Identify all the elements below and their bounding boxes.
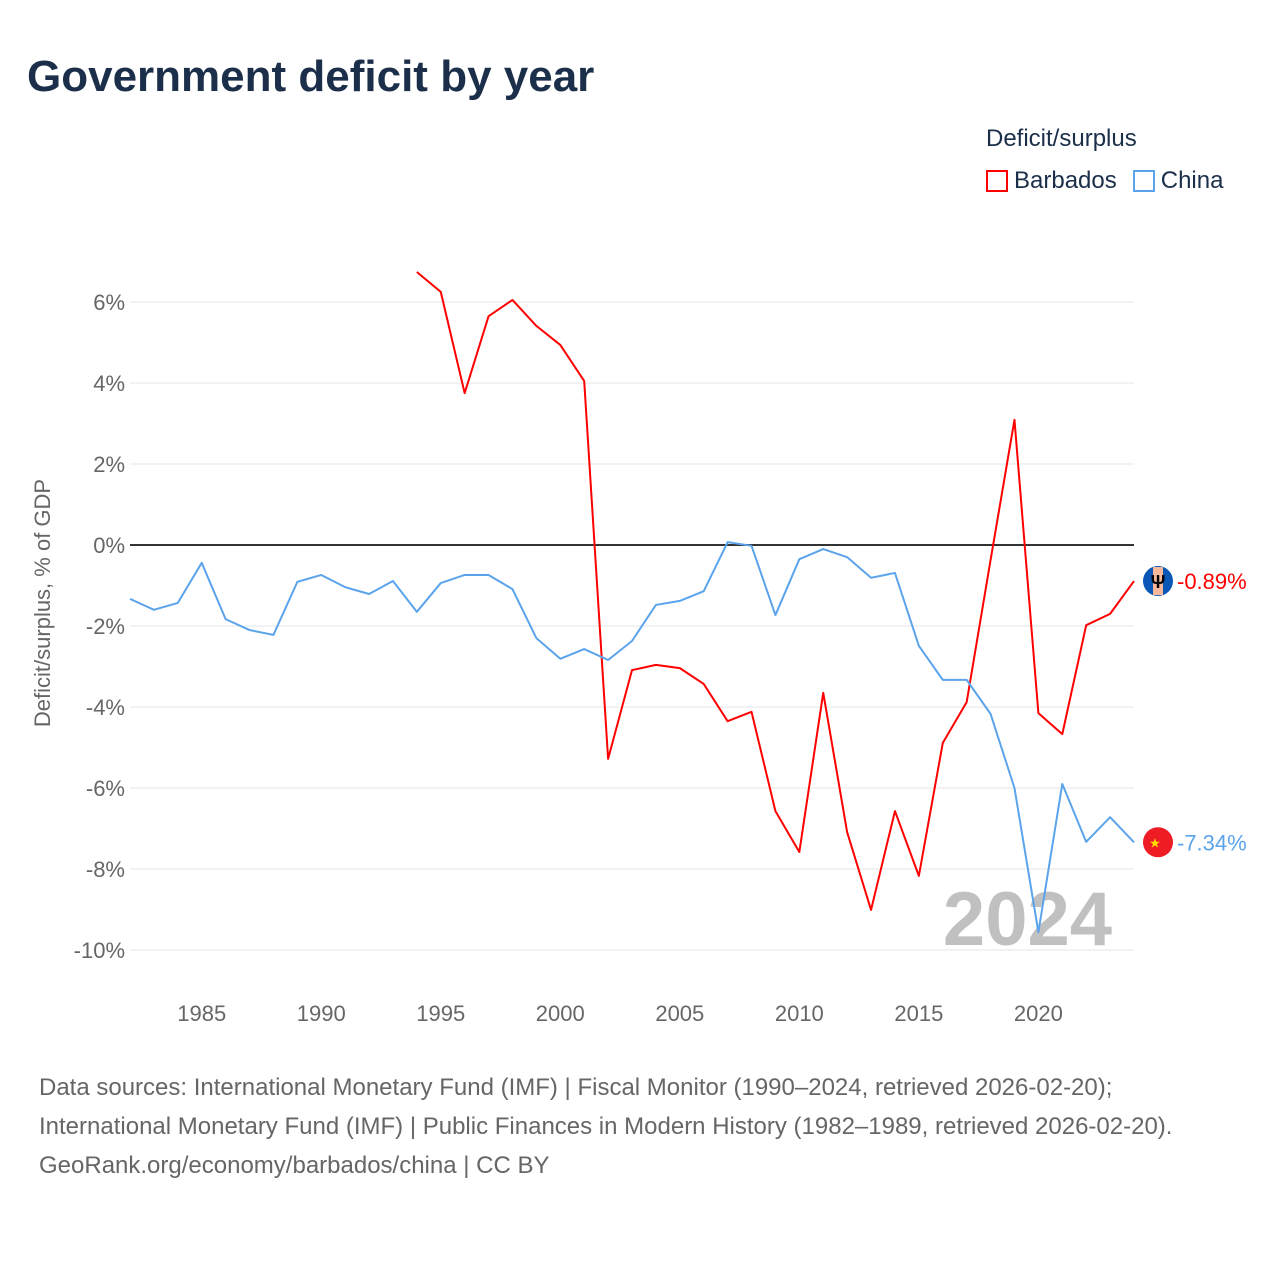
- y-axis-label: Deficit/surplus, % of GDP: [30, 479, 55, 727]
- x-tick-label: 2015: [894, 1001, 943, 1026]
- y-tick-label: 6%: [93, 290, 125, 315]
- y-tick-label: -6%: [86, 776, 125, 801]
- x-tick-label: 1990: [297, 1001, 346, 1026]
- trident-icon: Ψ: [1151, 572, 1166, 592]
- sources-text: Data sources: International Monetary Fun…: [39, 1074, 1173, 1140]
- legend-title: Deficit/surplus: [986, 125, 1137, 152]
- x-tick-label: 1985: [177, 1001, 226, 1026]
- legend-item-barbados[interactable]: Barbados: [986, 167, 1117, 195]
- x-tick-label: 2005: [655, 1001, 704, 1026]
- y-tick-label: -10%: [74, 938, 125, 963]
- x-tick-label: 2010: [775, 1001, 824, 1026]
- legend-swatch-barbados: [986, 170, 1008, 192]
- y-tick-label: -8%: [86, 857, 125, 882]
- x-tick-label: 1995: [416, 1001, 465, 1026]
- star-icon: ★: [1149, 835, 1161, 850]
- x-tick-label: 2000: [536, 1001, 585, 1026]
- legend-item-china[interactable]: China: [1132, 167, 1224, 195]
- x-tick-label: 2020: [1014, 1001, 1063, 1026]
- barbados-flag-band: [1153, 567, 1163, 596]
- y-tick-label: 0%: [93, 533, 125, 558]
- series-line-barbados: [416, 271, 1135, 911]
- series-line-china: [129, 541, 1135, 934]
- y-tick-label: -4%: [86, 695, 125, 720]
- chart-title: Government deficit by year: [27, 52, 595, 101]
- end-value-label: -0.89%: [1177, 569, 1247, 594]
- year-watermark: 2024: [943, 877, 1112, 962]
- sources: Data sources: International Monetary Fun…: [39, 1068, 1239, 1185]
- legend: Barbados China: [986, 167, 1223, 195]
- china-flag-icon: [1143, 827, 1173, 858]
- y-tick-label: 2%: [93, 452, 125, 477]
- legend-swatch-china: [1132, 170, 1155, 192]
- legend-label: China: [1160, 167, 1224, 194]
- sources-link[interactable]: GeoRank.org/economy/barbados/china | CC …: [39, 1152, 550, 1179]
- y-tick-label: -2%: [86, 614, 125, 639]
- y-tick-label: 4%: [93, 371, 125, 396]
- end-value-label: -7.34%: [1177, 830, 1247, 855]
- legend-label: Barbados: [1014, 167, 1117, 194]
